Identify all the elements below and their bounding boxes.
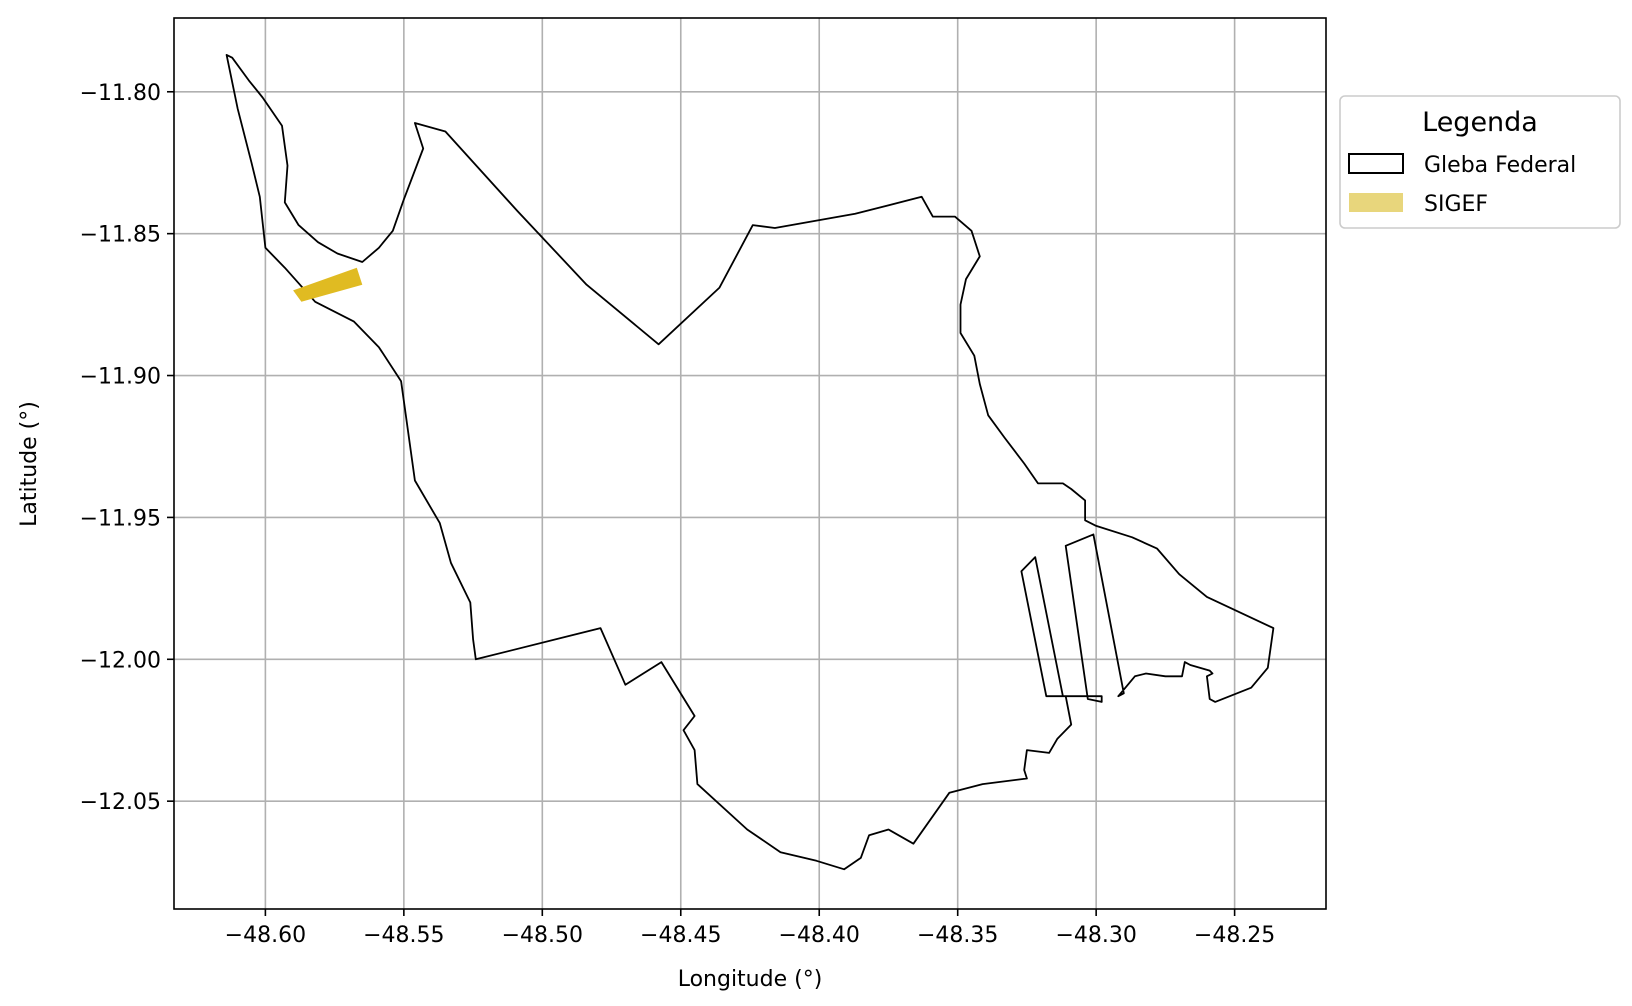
y-tick-label: −11.85 — [80, 223, 161, 248]
y-axis-ticks: −11.80 −11.85 −11.90 −11.95 −12.00 −12.05 — [80, 81, 174, 815]
polygon-sigef — [293, 267, 363, 302]
x-tick-label: −48.30 — [1055, 923, 1136, 948]
x-axis-title: Longitude (°) — [678, 967, 823, 992]
x-tick-label: −48.55 — [363, 923, 444, 948]
x-axis-ticks: −48.60 −48.55 −48.50 −48.45 −48.40 −48.35 −48.… — [225, 909, 1275, 948]
y-tick-label: −12.00 — [80, 648, 161, 673]
y-axis-title: Latitude (°) — [17, 401, 42, 527]
x-tick-label: −48.45 — [640, 923, 721, 948]
x-tick-label: −48.25 — [1194, 923, 1275, 948]
x-tick-label: −48.35 — [917, 923, 998, 948]
y-tick-label: −11.95 — [80, 506, 161, 531]
legend-title: Legenda — [1422, 107, 1538, 138]
legend-label-sigef: SIGEF — [1424, 192, 1488, 217]
plot-frame — [173, 17, 1327, 910]
grid-lines — [174, 18, 1326, 909]
y-tick-label: −12.05 — [80, 790, 161, 815]
legend-swatch-gleba-federal — [1348, 153, 1404, 174]
y-tick-label: −11.80 — [80, 81, 161, 106]
x-tick-label: −48.60 — [225, 923, 306, 948]
legend-swatch-sigef — [1349, 193, 1403, 212]
map-layers — [225, 54, 1275, 871]
x-tick-label: −48.50 — [502, 923, 583, 948]
y-tick-label: −11.90 — [80, 365, 161, 390]
legend-label-gleba-federal: Gleba Federal — [1424, 153, 1576, 178]
legend: Legenda Gleba Federal SIGEF — [1339, 95, 1621, 229]
legend-box — [1339, 95, 1621, 229]
x-tick-label: −48.40 — [779, 923, 860, 948]
polygon-gleba-federal — [225, 54, 1275, 871]
